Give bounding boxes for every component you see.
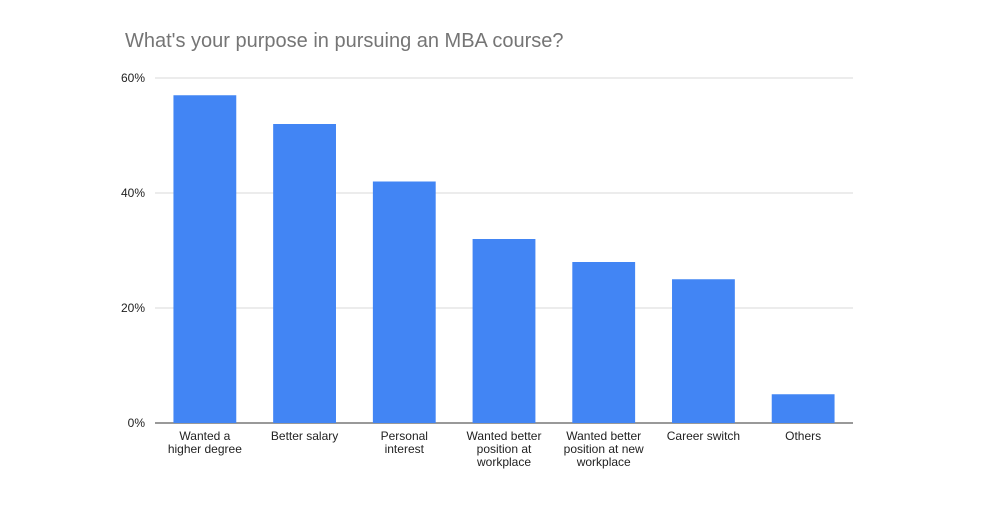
x-tick-label: Personal interest: [381, 429, 428, 456]
bar: [372, 181, 436, 423]
y-tick-label: 40%: [121, 186, 145, 200]
y-tick-label: 0%: [128, 416, 146, 430]
x-tick-label: Better salary: [271, 429, 338, 443]
chart-title: What's your purpose in pursuing an MBA c…: [125, 30, 564, 52]
y-axis-labels: 0% 20% 40% 60%: [121, 71, 145, 430]
bars: [173, 95, 835, 423]
y-tick-label: 20%: [121, 301, 145, 315]
bar: [672, 279, 735, 423]
bar: [572, 262, 636, 423]
x-tick-label: Career switch: [667, 429, 740, 443]
bar: [472, 239, 536, 423]
bar: [173, 95, 237, 423]
x-tick-label: Wanted a higher degree: [168, 429, 242, 456]
x-tick-label: Wanted better position at workplace: [467, 429, 542, 469]
x-tick-label: Wanted better position at new workplace: [564, 429, 644, 469]
x-tick-label: Others: [785, 429, 821, 443]
y-tick-label: 60%: [121, 71, 145, 85]
bar: [771, 394, 835, 423]
x-axis-labels: Wanted a higher degree Better salary Person…: [168, 429, 821, 469]
bar: [273, 124, 336, 423]
